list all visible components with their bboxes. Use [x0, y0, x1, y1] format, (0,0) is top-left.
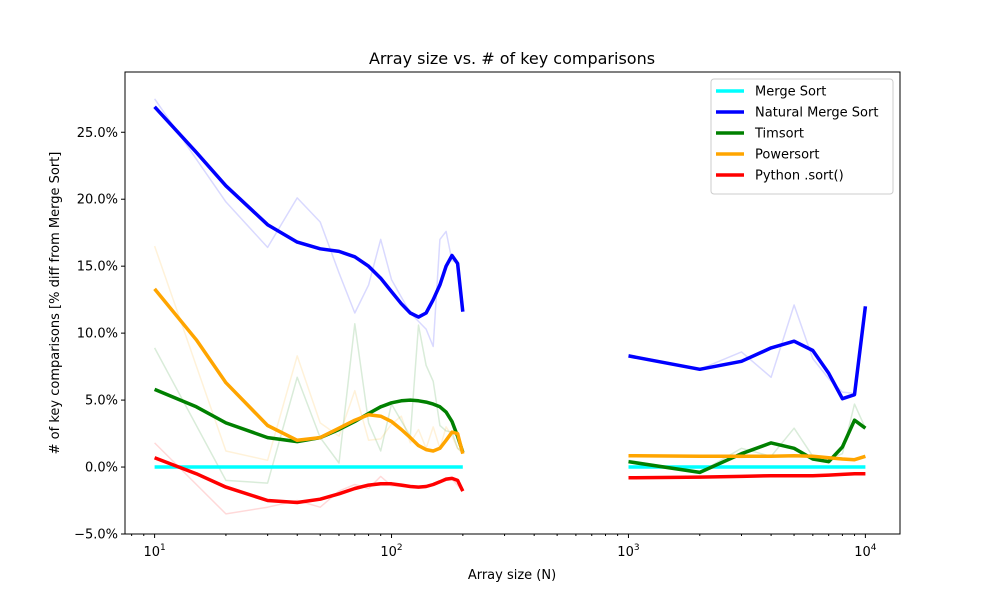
x-tick-label: 102	[380, 543, 402, 560]
series-1-line-0	[153, 105, 465, 319]
series-1-raw-line-1	[628, 304, 867, 395]
series-3-raw-line-0	[153, 245, 464, 462]
x-axis-label: Array size (N)	[468, 568, 556, 583]
y-tick-label: 5.0%	[85, 394, 118, 409]
plot-area	[124, 71, 901, 535]
y-axis: −5.0% 0.0% 5.0% 10.0% 15.0% 20.0% 25.0%	[74, 126, 125, 543]
x-axis: 101 102 103 104	[131, 534, 877, 560]
y-axis-label: # of key comparisons [% diff from Merge …	[48, 152, 63, 455]
legend-label-1: Natural Merge Sort	[755, 106, 878, 121]
series-2-raw-line-1	[628, 403, 867, 474]
x-tick-label: 103	[617, 543, 639, 560]
y-tick-label: −5.0%	[74, 528, 118, 543]
legend-label-3: Powersort	[755, 148, 819, 163]
series-4-line-1	[628, 471, 866, 480]
series-2-line-0	[153, 387, 465, 453]
series-4-line-0	[153, 456, 465, 505]
series-2-line-1	[628, 418, 867, 475]
chart-title: Array size vs. # of key comparisons	[369, 49, 655, 68]
legend: Merge Sort Natural Merge Sort Timsort Power…	[710, 78, 894, 195]
x-tick-label: 101	[143, 543, 165, 560]
y-tick-label: 20.0%	[77, 193, 118, 208]
series-3-line-1	[628, 453, 866, 462]
axes-frame	[124, 71, 901, 535]
y-tick-label: 0.0%	[85, 461, 118, 476]
series-1-line-1	[628, 306, 868, 401]
y-tick-label: 15.0%	[77, 260, 118, 275]
y-tick-label: 25.0%	[77, 126, 118, 141]
legend-label-2: Timsort	[754, 127, 804, 142]
x-tick-label: 104	[854, 543, 877, 560]
series-1-raw-line-0	[153, 98, 464, 348]
y-tick-label: 10.0%	[77, 327, 118, 342]
legend-box	[710, 78, 894, 195]
legend-label-4: Python .sort()	[755, 169, 844, 184]
series-3-line-0	[153, 287, 465, 455]
legend-label-0: Merge Sort	[755, 85, 826, 100]
